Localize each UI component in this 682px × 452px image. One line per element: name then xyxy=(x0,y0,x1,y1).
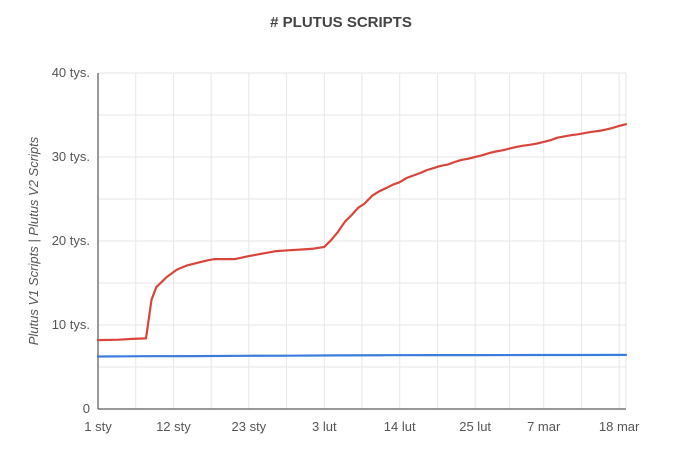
y-tick-label: 30 tys. xyxy=(52,149,90,164)
y-tick-label: 20 tys. xyxy=(52,233,90,248)
x-tick-label: 23 sty xyxy=(232,419,267,434)
x-tick-labels: 1 sty 12 sty 23 sty 3 lut 14 lut 25 lut 7 mar 1… xyxy=(84,419,640,434)
series-lines xyxy=(96,123,628,358)
series-line-2 xyxy=(96,353,628,358)
y-tick-label: 40 tys. xyxy=(52,65,90,80)
y-axis-title: Plutus V1 Scripts | Plutus V2 Scripts xyxy=(26,136,41,345)
x-tick-label: 7 mar xyxy=(527,419,561,434)
chart-title: # PLUTUS SCRIPTS xyxy=(270,14,412,31)
x-tick-label: 1 sty xyxy=(84,419,112,434)
x-tick-label: 12 sty xyxy=(156,419,191,434)
series-line-1 xyxy=(96,123,628,342)
x-tick-label: 3 lut xyxy=(312,419,337,434)
y-tick-label: 0 xyxy=(83,401,90,416)
axes xyxy=(97,73,626,410)
y-tick-labels: 0 10 tys. 20 tys. 30 tys. 40 tys. xyxy=(52,65,90,416)
y-tick-label: 10 tys. xyxy=(52,317,90,332)
x-tick-label: 14 lut xyxy=(384,419,416,434)
x-tick-label: 18 mar xyxy=(599,419,640,434)
x-tick-label: 25 lut xyxy=(459,419,491,434)
horizontal-gridlines xyxy=(98,72,626,368)
